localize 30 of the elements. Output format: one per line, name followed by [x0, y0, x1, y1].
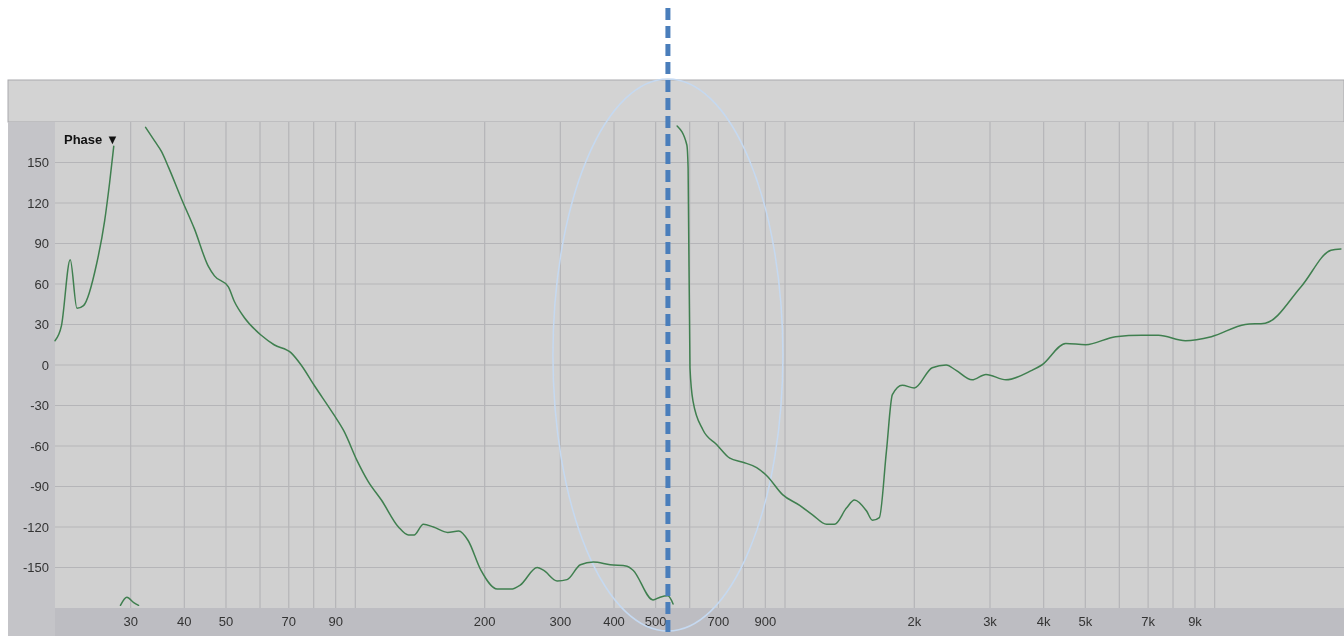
x-tick-label: 400 — [603, 614, 625, 629]
y-axis-title: Phase ▼ — [64, 132, 119, 147]
x-tick-label: 7k — [1141, 614, 1156, 629]
x-tick-label: 2k — [907, 614, 922, 629]
y-tick-label: -150 — [22, 560, 49, 576]
y-tick-label: -30 — [30, 398, 49, 414]
x-tick-label: 500 — [644, 614, 667, 629]
x-tick-label: 90 — [328, 614, 343, 629]
x-tick-label: 4k — [1036, 614, 1052, 629]
x-tick-label: 40 — [177, 614, 192, 629]
x-tick-label: 30 — [123, 614, 138, 629]
x-tick-label: 700 — [707, 614, 730, 629]
x-tick-label: 3k — [983, 614, 998, 629]
x-tick-label: 900 — [754, 614, 777, 629]
x-tick-label: 200 — [473, 614, 496, 629]
y-tick-label: -60 — [30, 438, 49, 454]
y-tick-label: 120 — [27, 195, 49, 211]
x-tick-label: 9k — [1188, 614, 1203, 629]
y-tick-label: 60 — [34, 276, 49, 292]
y-tick-label: -120 — [22, 519, 49, 535]
y-tick-label: 90 — [34, 236, 49, 252]
x-tick-label: 50 — [218, 614, 234, 629]
y-tick-label: 30 — [34, 317, 49, 333]
y-tick-label: 0 — [41, 357, 49, 373]
line-series — [54, 145, 115, 342]
x-tick-label: 5k — [1078, 614, 1093, 629]
y-tick-label: 150 — [27, 155, 49, 171]
x-tick-label: 300 — [549, 614, 572, 629]
y-tick-label: -90 — [30, 479, 49, 495]
x-tick-label: 70 — [281, 614, 296, 629]
